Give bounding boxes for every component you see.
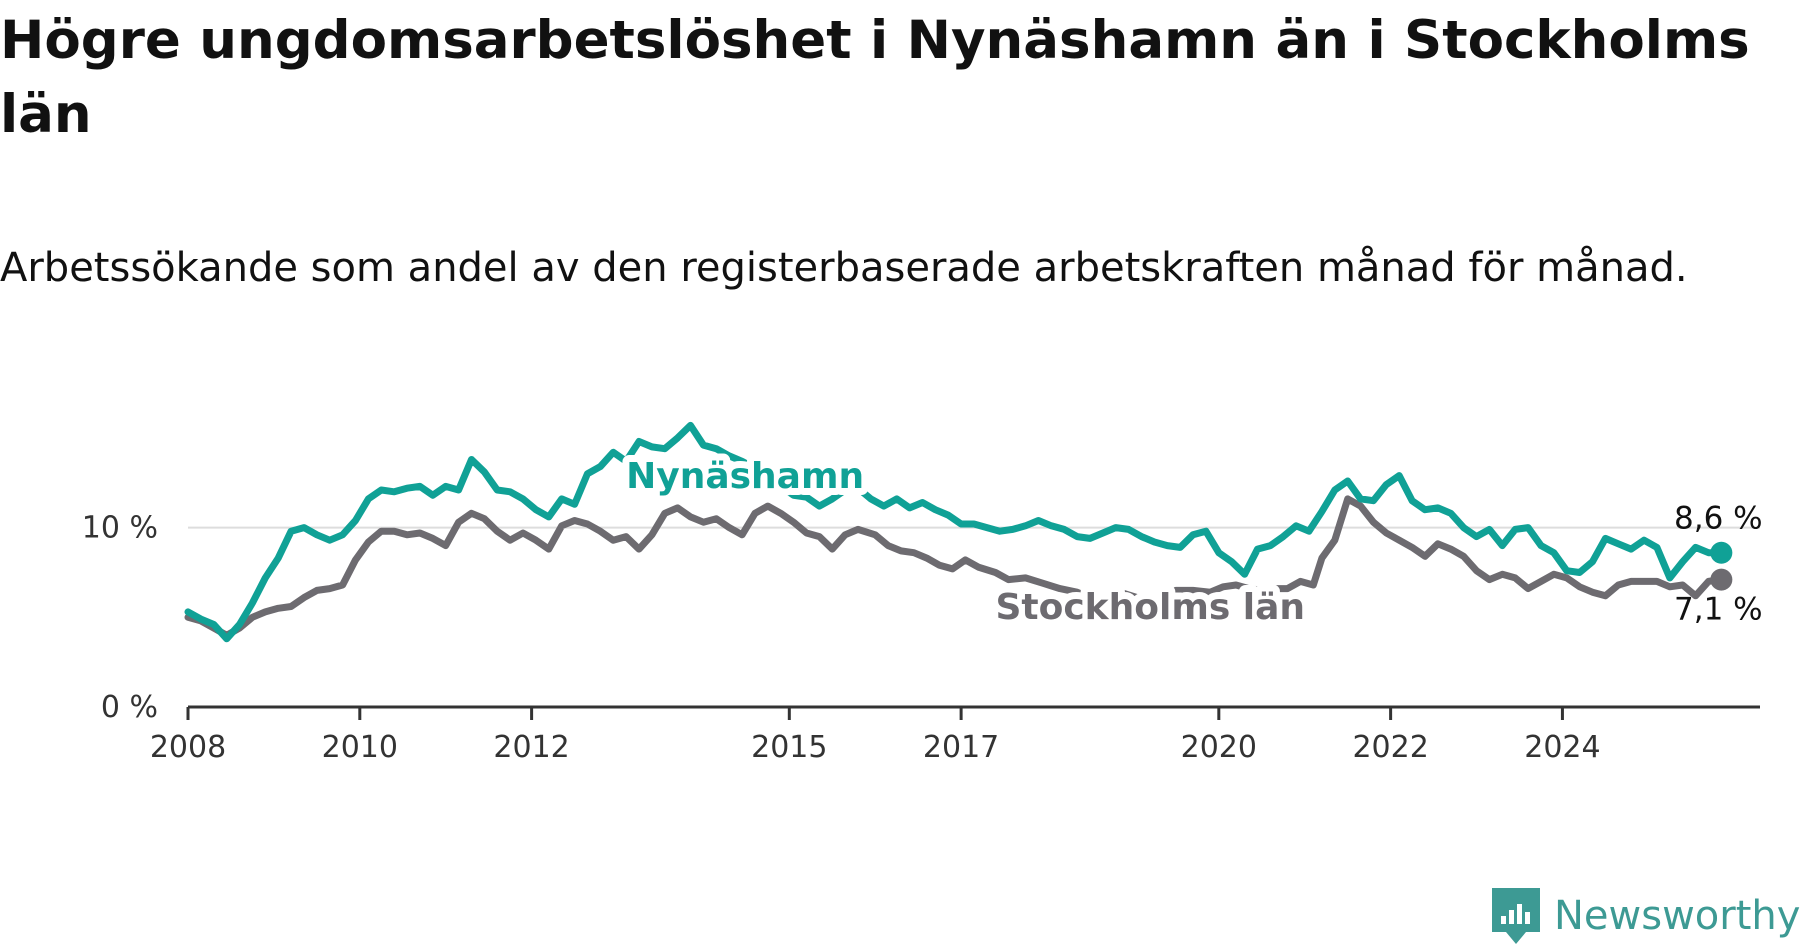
- page-title: Högre ungdomsarbetslöshet i Nynäshamn än…: [0, 10, 1750, 145]
- series-label-stockholm: Stockholms län: [995, 587, 1305, 628]
- x-tick-label: 2008: [150, 730, 226, 765]
- newsworthy-logo-icon: [1492, 888, 1540, 944]
- x-tick-label: 2012: [493, 730, 569, 765]
- chart-labels: 8,6 % 7,1 % Nynäshamn Stockholms län: [619, 449, 1763, 635]
- chart-subtitle: Arbetssökande som andel av den registerb…: [0, 245, 1688, 291]
- series-label-nynashamn: Nynäshamn: [626, 456, 864, 497]
- line-chart: 0 %10 %2008 2010 2012 2015 2017 2020 2022 2024 …: [82, 421, 1763, 765]
- x-tick-label: 2017: [923, 730, 999, 765]
- end-point-nynashamn: [1710, 541, 1733, 564]
- x-tick-label: 2024: [1524, 730, 1600, 765]
- brand-logo: Newsworthy: [1492, 888, 1800, 944]
- series-lines: [184, 421, 1733, 643]
- y-tick-label: 10 %: [82, 511, 158, 546]
- end-value-label-nynashamn: 8,6 %: [1674, 501, 1763, 537]
- series-line-stockholm: [184, 495, 1725, 639]
- end-value-label-stockholm: 7,1 %: [1674, 592, 1763, 628]
- x-tick-label: 2022: [1352, 730, 1428, 765]
- axes: 0 % 10 % 2008 2010 2012 2015 2017 2020 2022 2024: [82, 511, 1760, 765]
- series-line-nynashamn: [184, 421, 1725, 643]
- x-tick-label: 2010: [322, 730, 398, 765]
- x-tick-label: 2015: [751, 730, 827, 765]
- brand-name: Newsworthy: [1554, 893, 1800, 939]
- x-tick-label: 2020: [1181, 730, 1257, 765]
- y-tick-label: 0 %: [101, 690, 158, 725]
- end-point-stockholm: [1710, 568, 1733, 591]
